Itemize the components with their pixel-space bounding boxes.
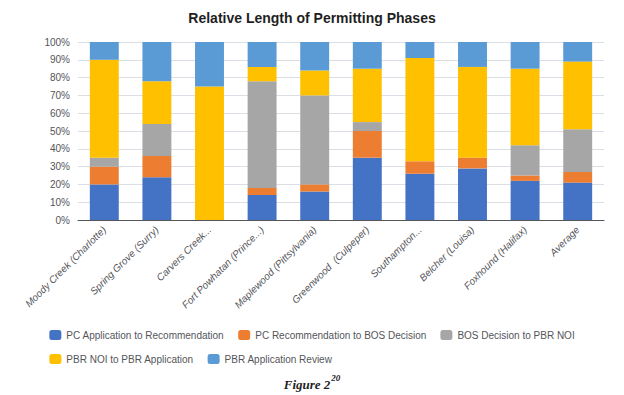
- svg-text:Maplewood (Pittsylvania): Maplewood (Pittsylvania): [232, 224, 319, 311]
- svg-text:60%: 60%: [50, 108, 70, 119]
- svg-text:100%: 100%: [44, 37, 70, 48]
- svg-text:90%: 90%: [50, 54, 70, 65]
- svg-text:BOS Decision to PBR NOI: BOS Decision to PBR NOI: [457, 330, 574, 341]
- svg-text:30%: 30%: [50, 161, 70, 172]
- svg-text:Relative Length of Permitting: Relative Length of Permitting Phases: [188, 10, 436, 26]
- svg-text:Southampton...: Southampton...: [368, 224, 424, 280]
- svg-text:50%: 50%: [50, 126, 70, 137]
- svg-text:Foxhound (Halifax): Foxhound (Halifax): [462, 224, 529, 291]
- svg-text:40%: 40%: [50, 143, 70, 154]
- svg-text:Greenwood (Culpeper): Greenwood (Culpeper): [290, 224, 372, 306]
- svg-text:20%: 20%: [50, 179, 70, 190]
- svg-text:PC Recommendation to BOS Decis: PC Recommendation to BOS Decision: [255, 330, 426, 341]
- svg-text:PBR Application Review: PBR Application Review: [225, 354, 333, 365]
- svg-text:Spring Grove (Surry): Spring Grove (Surry): [88, 224, 161, 297]
- svg-text:10%: 10%: [50, 197, 70, 208]
- svg-text:Carvers Creek...: Carvers Creek...: [154, 224, 213, 283]
- svg-text:70%: 70%: [50, 90, 70, 101]
- svg-text:20: 20: [330, 373, 341, 383]
- svg-text:Moody Creek (Charlotte): Moody Creek (Charlotte): [23, 224, 109, 310]
- svg-text:0%: 0%: [56, 215, 71, 226]
- svg-text:80%: 80%: [50, 72, 70, 83]
- svg-text:Belcher (Louisa): Belcher (Louisa): [417, 224, 476, 283]
- svg-text:Fort Powhatan (Prince...): Fort Powhatan (Prince...): [179, 224, 266, 311]
- svg-text:Figure 2: Figure 2: [283, 377, 331, 392]
- svg-text:PC Application to Recommendati: PC Application to Recommendation: [66, 330, 223, 341]
- svg-text:PBR NOI to PBR Application: PBR NOI to PBR Application: [66, 354, 193, 365]
- svg-text:Average: Average: [547, 224, 582, 259]
